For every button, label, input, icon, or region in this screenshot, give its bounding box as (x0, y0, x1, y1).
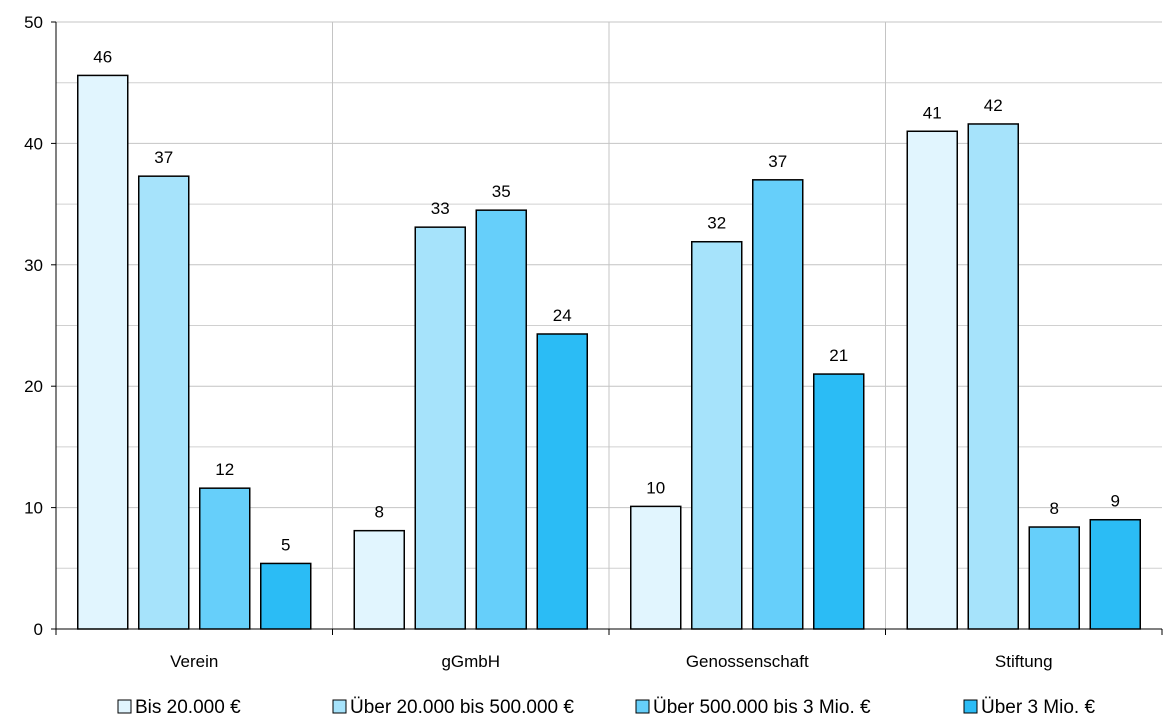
data-label: 35 (492, 182, 511, 201)
data-label: 8 (375, 503, 384, 522)
bar (353, 529, 405, 630)
data-label: 24 (553, 306, 572, 325)
bar (138, 175, 190, 630)
bar (475, 209, 527, 630)
bar (1028, 526, 1080, 630)
x-category-label: gGmbH (441, 652, 500, 671)
legend-label: Bis 20.000 € (135, 697, 241, 718)
bar (752, 179, 804, 630)
bar (536, 333, 588, 630)
y-tick-label: 20 (24, 377, 43, 396)
data-label: 42 (984, 96, 1003, 115)
y-tick-label: 0 (34, 620, 43, 639)
bar (967, 123, 1019, 630)
y-tick-label: 40 (24, 134, 43, 153)
data-label: 12 (215, 460, 234, 479)
bar (414, 226, 466, 630)
legend-label: Über 500.000 bis 3 Mio. € (653, 697, 871, 718)
data-label: 9 (1111, 492, 1120, 511)
legend-swatch (635, 699, 650, 714)
bar (260, 562, 312, 630)
data-label: 8 (1050, 499, 1059, 518)
x-category-label: Stiftung (995, 652, 1053, 671)
y-tick-label: 10 (24, 499, 43, 518)
y-tick-label: 30 (24, 256, 43, 275)
data-label: 46 (93, 47, 112, 66)
legend-label: Über 20.000 bis 500.000 € (350, 697, 574, 718)
legend-swatch (117, 699, 132, 714)
data-label: 33 (431, 199, 450, 218)
data-label: 5 (281, 535, 290, 554)
bar (906, 130, 958, 630)
bar (691, 240, 743, 630)
bar (199, 487, 251, 630)
data-label: 41 (923, 103, 942, 122)
bar (77, 74, 129, 630)
data-label: 37 (768, 152, 787, 171)
legend-swatch (963, 699, 978, 714)
y-tick-label: 50 (24, 13, 43, 32)
data-label: 10 (646, 478, 665, 497)
legend-label: Über 3 Mio. € (981, 697, 1095, 718)
bar (1089, 518, 1141, 630)
data-label: 37 (154, 148, 173, 167)
data-label: 32 (707, 214, 726, 233)
legend-swatch (332, 699, 347, 714)
x-category-label: Verein (170, 652, 218, 671)
data-label: 21 (829, 346, 848, 365)
bar (813, 373, 865, 630)
x-category-label: Genossenschaft (686, 652, 809, 671)
legend: Bis 20.000 € Über 20.000 bis 500.000 € Übe… (117, 697, 1095, 718)
bar (630, 505, 682, 630)
